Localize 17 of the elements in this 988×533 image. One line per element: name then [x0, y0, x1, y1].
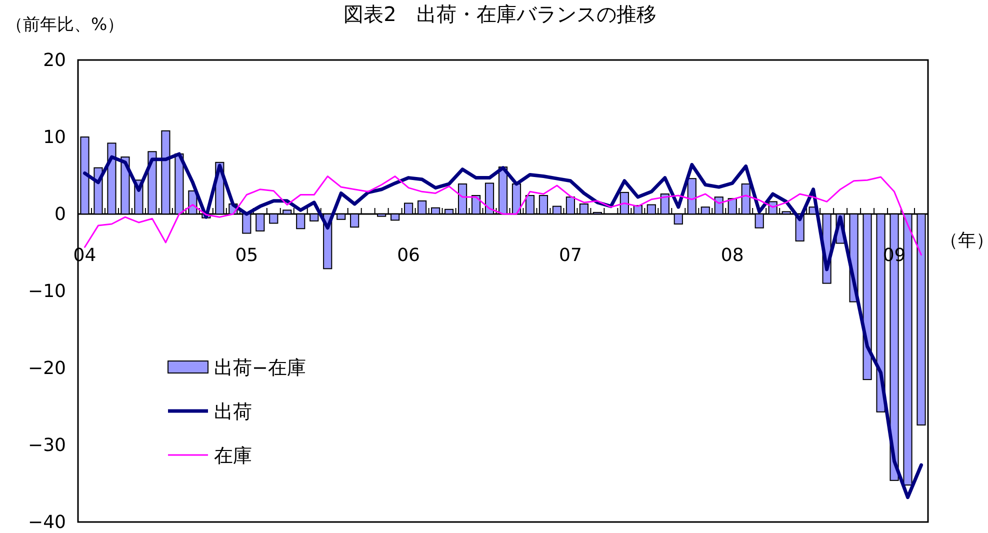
y-tick-label: −30	[28, 434, 66, 456]
y-tick-label: −20	[28, 358, 66, 379]
y-tick-label: −40	[28, 512, 66, 533]
y-tick-label: 20	[43, 50, 66, 71]
y-tick-label: −10	[28, 280, 66, 302]
x-tick-label: 08	[720, 245, 744, 266]
legend-label: 在庫	[214, 445, 252, 467]
x-tick-label: 06	[397, 245, 420, 266]
x-tick-label: 07	[559, 245, 582, 266]
x-axis-title: （年）	[940, 230, 988, 251]
y-axis-title: （前年比、%）	[6, 15, 124, 35]
legend-label: 出荷−在庫	[214, 357, 306, 379]
x-tick-label: 05	[235, 245, 258, 266]
chart-title: 図表2 出荷・在庫バランスの推移	[344, 2, 656, 26]
y-tick-label: 10	[43, 126, 66, 148]
y-tick-label: 0	[54, 204, 66, 225]
legend-label: 出荷	[214, 401, 252, 423]
